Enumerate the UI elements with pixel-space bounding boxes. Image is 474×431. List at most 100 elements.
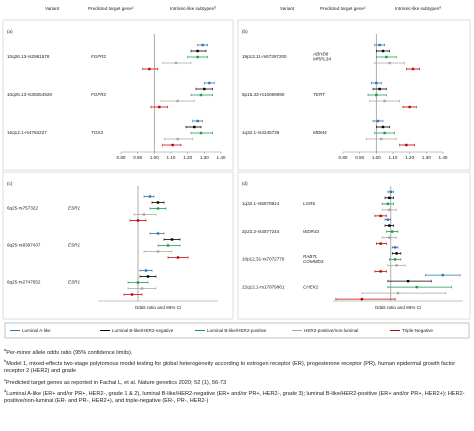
variant-label: 10p12.31-rs7072776 <box>242 257 285 262</box>
point-estimate <box>383 131 386 135</box>
gene-label: ESR1 <box>68 206 80 211</box>
legend-label: Luminal B-like/HER2-positive <box>207 328 267 333</box>
x-tick-label: 1.40 <box>217 155 226 160</box>
gene-label: ABHD8 <box>312 52 329 57</box>
footnote: cPredicted target genes as reported in F… <box>4 376 470 387</box>
gene-label: MRPL34 <box>313 57 331 62</box>
point-estimate <box>166 244 170 247</box>
point-estimate <box>393 258 397 261</box>
point-estimate <box>144 269 148 272</box>
point-estimate <box>208 81 211 85</box>
figure: Variant Predicted target genec Intrinsic-l… <box>2 5 471 339</box>
point-estimate <box>360 297 364 301</box>
point-estimate <box>140 287 144 290</box>
point-estimate <box>383 99 386 103</box>
header-label: Predicted target genec <box>320 5 366 11</box>
variant-label: 1q32.1-rs4245739 <box>242 130 280 135</box>
point-estimate <box>396 291 400 295</box>
point-estimate <box>176 256 180 259</box>
x-tick-label: 0.80 <box>117 155 126 160</box>
footnote-mark: b <box>4 358 7 364</box>
footnote-mark: a <box>4 347 7 352</box>
point-estimate <box>176 99 179 103</box>
point-estimate <box>148 195 152 198</box>
footnote-text: Luminal A-like (ER+ and/or PR+, HER2-, g… <box>4 390 465 404</box>
footnote: dLuminal A-like (ER+ and/or PR+, HER2-, … <box>4 387 470 405</box>
point-estimate <box>385 55 388 59</box>
gene-label: FGFR2 <box>91 54 107 59</box>
point-estimate <box>156 207 160 210</box>
point-estimate <box>156 201 160 204</box>
footnote: aPer-minor allele odds ratio (95% confid… <box>4 346 470 357</box>
point-estimate <box>395 264 398 267</box>
x-tick-label: 1.10 <box>389 155 398 160</box>
point-estimate <box>130 293 134 296</box>
legend-label: Triple-Negative <box>402 328 433 333</box>
point-estimate <box>378 87 381 91</box>
x-tick-label: 1.40 <box>439 155 448 160</box>
gene-label: TERT <box>313 92 326 97</box>
variant-label: 10q26.13-rs35054928 <box>7 92 52 97</box>
gene-label: ESR1 <box>68 280 80 285</box>
point-estimate <box>146 275 150 278</box>
legend-frame <box>4 322 470 339</box>
panel-label: (c) <box>7 181 13 186</box>
point-estimate <box>199 93 203 97</box>
gene-label: LGR6 <box>303 201 315 206</box>
variant-label: 10q26.13-rs2981578 <box>7 54 50 59</box>
point-estimate <box>381 49 385 53</box>
point-estimate <box>203 87 206 91</box>
point-estimate <box>158 105 161 109</box>
header-text: Predicted target gene <box>320 6 364 11</box>
panel-label: (a) <box>7 29 13 34</box>
panel-label: (d) <box>242 181 248 186</box>
point-estimate <box>388 236 391 239</box>
point-estimate <box>196 119 199 123</box>
point-estimate <box>405 143 408 147</box>
variant-label: 16q12.1-rs4784227 <box>7 130 47 135</box>
point-estimate <box>379 214 382 218</box>
x-tick-label: 1.20 <box>405 155 414 160</box>
footnote: bModel 1, mixed-effects two-stage polyto… <box>4 357 470 375</box>
panel-frame <box>237 171 471 320</box>
variant-label: 1q32.1-rs6678914 <box>242 201 280 206</box>
superscript: c <box>364 5 366 9</box>
superscript: c <box>132 5 134 9</box>
footnote-mark: c <box>4 376 6 382</box>
point-estimate <box>408 105 411 109</box>
header-text: Intrinsic-like subtypes <box>170 6 215 11</box>
point-estimate <box>415 285 418 289</box>
gene-label: WDR43 <box>303 229 320 234</box>
header-label: Intrinsic-like subtypesd <box>395 5 441 11</box>
header-variant: Variant <box>280 6 295 11</box>
x-tick-label: 0.90 <box>355 155 364 160</box>
x-tick-label: 0.90 <box>133 155 142 160</box>
panel-frame <box>2 171 234 320</box>
gene-label: ESR1 <box>68 243 80 248</box>
legend-label: Luminal A-like <box>22 328 51 333</box>
point-estimate <box>389 190 392 194</box>
point-estimate <box>174 61 178 65</box>
gene-label: RAB7L <box>303 254 318 259</box>
footnote-text: Per-minor allele odds ratio (95% confide… <box>6 349 133 356</box>
footnote-mark: d <box>4 388 7 394</box>
footnote-text: Predicted target genes as reported in Fa… <box>6 379 227 386</box>
legend-label: Luminal B-like/HER2-negative <box>112 328 174 333</box>
legend-label: HER2-positive/non-luminal <box>304 328 358 333</box>
point-estimate <box>388 224 391 227</box>
x-tick-label: 1.30 <box>422 155 431 160</box>
header-label: Intrinsic-like subtypesd <box>170 5 216 11</box>
variant-label: 22q12.1-rs17879961 <box>242 284 285 289</box>
point-estimate <box>170 238 174 241</box>
point-estimate <box>148 67 151 71</box>
panel-frame <box>2 19 234 171</box>
variant-label: 6q25-rs2747652 <box>7 280 41 285</box>
point-estimate <box>388 196 391 200</box>
superscript: d <box>439 5 441 9</box>
point-estimate <box>201 43 204 47</box>
header-label: Predicted target genec <box>88 5 134 11</box>
point-estimate <box>386 218 390 221</box>
superscript: d <box>214 5 216 9</box>
point-estimate <box>375 93 378 97</box>
point-estimate <box>411 67 415 71</box>
